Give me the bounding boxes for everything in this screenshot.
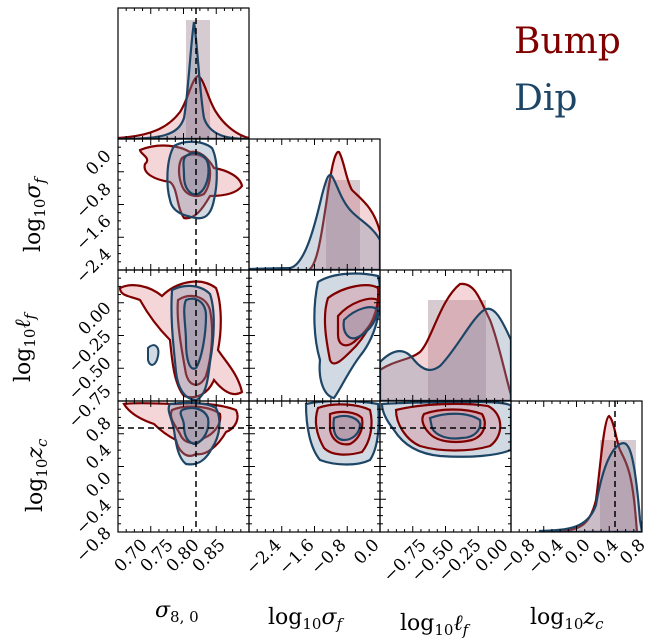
x-tick-label: −1.6	[275, 535, 318, 578]
dip-contour-inner	[183, 297, 208, 370]
credible-band-sigma8	[186, 20, 210, 139]
y-tick-label: 0.0	[82, 468, 115, 501]
y-tick-label: −1.6	[72, 211, 115, 254]
x-ticks-ell-f: −0.75 −0.50 −0.25 0.00	[380, 535, 513, 586]
marginal-sigma8	[118, 20, 249, 139]
bump-contour-inner	[176, 294, 214, 386]
x-tick-label: 0.8	[616, 535, 645, 568]
marginal-zc	[538, 401, 642, 532]
legend-bump: Bump	[514, 21, 621, 62]
panel-zc-vs-ell-f	[380, 401, 511, 458]
x-ticks-zc: −0.8 −0.4 0.0 0.4 0.8	[496, 535, 645, 578]
dip-marginal-sigma8	[118, 21, 249, 139]
dip-marginal-sigma-f	[249, 173, 380, 270]
x-axis-label-sigma8: σ8, 0	[155, 598, 199, 626]
x-ticks-sigma-f: −2.4 −1.6 −0.8 0.0	[242, 535, 383, 578]
dip-marginal-ell-f	[380, 307, 511, 401]
bump-marginal-sigma-f	[308, 150, 380, 270]
panel-ell-f-vs-sigma-f	[313, 272, 380, 400]
panel-sigma-f-vs-sigma8	[138, 139, 244, 270]
y-axis-label-ell-f: log10ℓf	[11, 311, 39, 382]
y-ticks-sigma-f: −2.4 −1.6 −0.8 0.0	[72, 146, 115, 287]
x-ticks-sigma8: 0.70 0.75 0.80 0.85	[111, 535, 230, 576]
y-ticks-ell-f: −0.75 −0.50 −0.25 0.00	[65, 298, 116, 432]
dip-contour-outer	[166, 140, 218, 220]
dip-contour-outer	[170, 284, 215, 401]
x-tick-label: −2.4	[242, 535, 285, 578]
dip-contour-island	[147, 344, 160, 366]
y-tick-label: −0.8	[72, 179, 115, 222]
dip-contour-inner	[332, 414, 362, 442]
x-axis-label-zc: log10zc	[530, 605, 604, 633]
x-axis-label-ell-f: log10ℓf	[400, 611, 471, 639]
x-tick-label: −0.8	[307, 535, 350, 578]
bump-marginal-sigma8	[118, 74, 249, 139]
bump-contour-outer	[323, 284, 380, 365]
dip-marginal-zc	[538, 442, 642, 532]
credible-band-zc	[600, 440, 636, 532]
panel-ell-f-vs-sigma8	[118, 270, 244, 401]
tick-marks	[118, 8, 635, 532]
marginal-ell-f	[380, 282, 511, 401]
marginal-sigma-f	[249, 150, 380, 270]
x-tick-label: 0.0	[350, 535, 383, 568]
x-tick-label: 0.0	[561, 535, 594, 568]
dip-contour-inner	[428, 412, 482, 440]
y-axis-label-sigma-f: log10σf	[21, 176, 49, 253]
y-ticks-zc: −0.8 −0.4 0.0 0.4 0.8	[72, 413, 115, 566]
bump-marginal-ell-f	[380, 282, 511, 401]
dip-contour-inner	[342, 306, 380, 340]
y-tick-label: 0.0	[82, 146, 115, 179]
credible-band-sigma-f	[326, 180, 360, 270]
legend-dip: Dip	[514, 78, 577, 119]
panel-zc-vs-sigma8	[118, 401, 249, 532]
panel-zc-vs-sigma-f	[249, 401, 380, 466]
y-tick-label: −2.4	[72, 244, 115, 287]
x-axis-label-sigma-f: log10σf	[268, 605, 345, 633]
bump-contour-inner	[336, 297, 380, 347]
y-axis-label-zc: log10zc	[23, 438, 51, 512]
y-tick-label: 0.4	[82, 440, 115, 473]
